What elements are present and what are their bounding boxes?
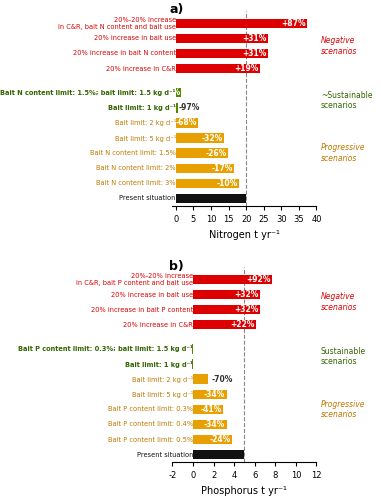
Bar — [176, 103, 178, 113]
Bar — [176, 164, 234, 173]
Text: -92%: -92% — [159, 88, 181, 97]
Text: 20% increase in bait P content: 20% increase in bait P content — [91, 306, 193, 312]
Text: Bait N content limit: 3%: Bait N content limit: 3% — [96, 180, 176, 186]
Text: Bait N content limit: 1.5%: Bait N content limit: 1.5% — [90, 150, 176, 156]
Text: Bait P content limit: 0.3%; bait limit: 1.5 kg d⁻¹: Bait P content limit: 0.3%; bait limit: … — [18, 346, 193, 352]
Text: Progressive
scenarios: Progressive scenarios — [321, 144, 365, 163]
X-axis label: Nitrogen t yr⁻¹: Nitrogen t yr⁻¹ — [209, 230, 280, 239]
Text: Bait N content limit: 2%: Bait N content limit: 2% — [96, 165, 176, 171]
Text: -32%: -32% — [202, 134, 223, 142]
Text: -102%: -102% — [194, 344, 221, 354]
Text: 20% increase in bait use: 20% increase in bait use — [111, 292, 193, 298]
Text: -97%: -97% — [179, 104, 200, 112]
Text: -34%: -34% — [204, 420, 225, 429]
Bar — [193, 420, 227, 429]
Text: ~Sustainable
scenarios: ~Sustainable scenarios — [321, 90, 372, 110]
Text: Bait limit: 5 kg d⁻¹: Bait limit: 5 kg d⁻¹ — [132, 391, 193, 398]
Bar — [176, 148, 228, 158]
Bar — [176, 118, 199, 128]
Text: +32%: +32% — [235, 290, 259, 299]
Text: Bait limit: 2 kg d⁻¹: Bait limit: 2 kg d⁻¹ — [115, 120, 176, 126]
Bar — [193, 435, 232, 444]
Bar — [193, 390, 227, 399]
Text: b): b) — [170, 260, 184, 272]
Bar — [192, 344, 193, 354]
Bar — [176, 178, 239, 188]
Text: 20% increase in C&R: 20% increase in C&R — [106, 66, 176, 71]
Text: Bait P content limit: 0.3%: Bait P content limit: 0.3% — [108, 406, 193, 412]
Bar — [176, 134, 224, 142]
Text: Progressive
scenarios: Progressive scenarios — [321, 400, 365, 419]
Text: 20% increase in bait use: 20% increase in bait use — [94, 36, 176, 42]
Text: +31%: +31% — [243, 34, 267, 43]
Bar — [176, 34, 268, 43]
Bar — [193, 450, 244, 460]
Text: Bait limit: 2 kg d⁻¹: Bait limit: 2 kg d⁻¹ — [132, 376, 193, 382]
Text: Negative
scenarios: Negative scenarios — [321, 292, 357, 312]
Text: Bait P content limit: 0.5%: Bait P content limit: 0.5% — [108, 436, 193, 442]
Text: -70%: -70% — [211, 374, 233, 384]
Text: -34%: -34% — [204, 390, 225, 399]
Text: Bait limit: 1 kg d⁻¹: Bait limit: 1 kg d⁻¹ — [108, 104, 176, 112]
Bar — [176, 49, 268, 58]
Bar — [176, 18, 307, 28]
Text: -26%: -26% — [206, 148, 227, 158]
Text: Present situation: Present situation — [136, 452, 193, 458]
Text: -10%: -10% — [217, 179, 238, 188]
Bar — [176, 88, 181, 98]
Text: -24%: -24% — [209, 435, 231, 444]
Text: 20% increase in C&R: 20% increase in C&R — [123, 322, 193, 328]
Bar — [193, 290, 261, 300]
Text: +92%: +92% — [246, 275, 270, 284]
Text: a): a) — [170, 4, 184, 16]
Text: 20%-20% increase
in C&R, bait P content and bait use: 20%-20% increase in C&R, bait P content … — [76, 273, 193, 286]
Text: +31%: +31% — [243, 49, 267, 58]
Text: 20%-20% increase
in C&R, bait N content and bait use: 20%-20% increase in C&R, bait N content … — [58, 16, 176, 30]
Bar — [192, 360, 193, 369]
Text: Negative
scenarios: Negative scenarios — [321, 36, 357, 56]
Bar — [176, 194, 246, 203]
Text: Bait P content limit: 0.4%: Bait P content limit: 0.4% — [108, 422, 193, 428]
Text: Bait N content limit: 1.5%; bait limit: 1.5 kg d⁻¹: Bait N content limit: 1.5%; bait limit: … — [0, 89, 176, 96]
Bar — [193, 275, 272, 284]
Text: Sustainable
scenarios: Sustainable scenarios — [321, 347, 366, 366]
Text: Present situation: Present situation — [120, 196, 176, 202]
Text: 20% increase in bait N content: 20% increase in bait N content — [73, 50, 176, 56]
Text: -68%: -68% — [176, 118, 197, 128]
X-axis label: Phosphorus t yr⁻¹: Phosphorus t yr⁻¹ — [202, 486, 287, 496]
Text: -101%: -101% — [194, 360, 221, 368]
Text: +19%: +19% — [234, 64, 258, 73]
Text: +22%: +22% — [230, 320, 254, 330]
Text: +87%: +87% — [282, 18, 306, 28]
Text: +32%: +32% — [235, 305, 259, 314]
Text: -41%: -41% — [200, 405, 222, 414]
Bar — [193, 374, 208, 384]
Text: -17%: -17% — [212, 164, 233, 172]
Bar — [193, 305, 261, 314]
Bar — [176, 64, 259, 73]
Bar — [193, 320, 256, 330]
Text: Bait limit: 1 kg d⁻¹: Bait limit: 1 kg d⁻¹ — [125, 360, 193, 368]
Text: Bait limit: 5 kg d⁻¹: Bait limit: 5 kg d⁻¹ — [115, 134, 176, 141]
Bar — [193, 404, 223, 414]
